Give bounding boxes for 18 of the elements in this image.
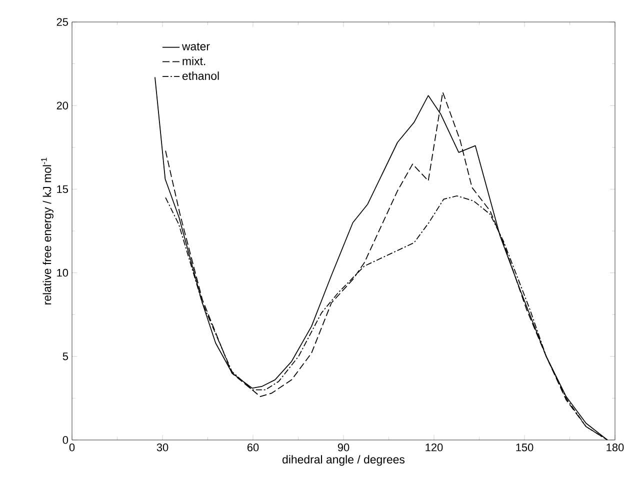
x-tick-label: 60 [247,444,259,452]
legend-label: water [182,42,210,50]
legend-label: mixt. [182,56,206,66]
x-tick-label: 0 [69,444,75,452]
y-axis-title: relative free energy / kJ mol$^{-1}$ [41,158,54,304]
x-axis-title: dihedral angle / degrees [282,455,405,466]
x-tick-label: 150 [516,444,534,452]
y-tick-label: 25 [56,18,68,26]
x-tick-label: 90 [338,444,350,452]
x-tick-label: 180 [606,444,624,452]
x-tick-label: 30 [156,444,168,452]
y-tick-label: 10 [57,268,68,277]
x-tick-label: 120 [426,444,443,452]
y-tick-label: 15 [57,185,68,194]
legend-label: ethanol [182,72,219,80]
y-tick-label: 20 [56,102,68,110]
y-tick-label: 0 [62,436,68,444]
y-tick-label: 5 [62,352,68,360]
